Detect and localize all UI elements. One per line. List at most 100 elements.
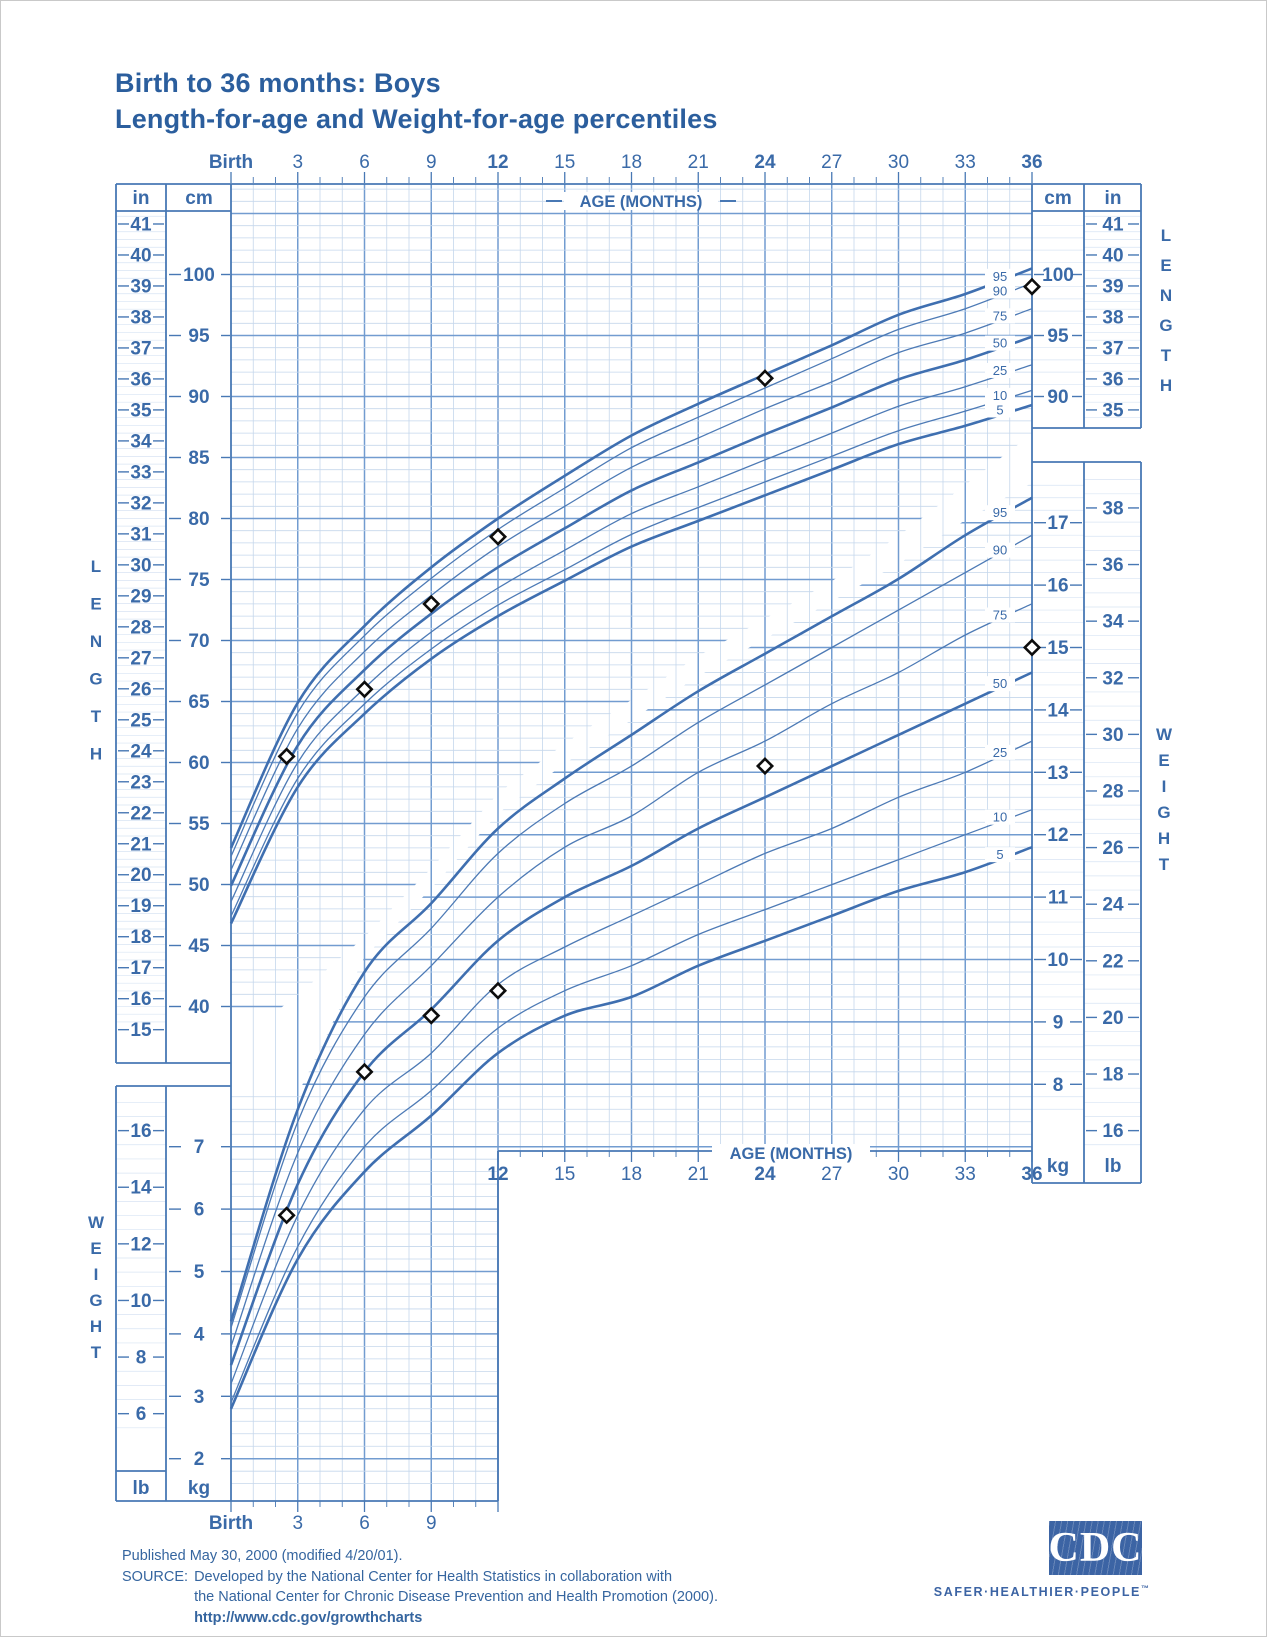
age-tick-label-bottom-right: 12	[487, 1164, 508, 1185]
age-tick-label-top: Birth	[209, 152, 253, 173]
age-tick-label-bottom-right: 27	[821, 1164, 842, 1185]
weight-lb-tick-right: 36	[1102, 555, 1123, 576]
pct-label-bg	[985, 268, 1015, 284]
length-in-tick-right: 38	[1102, 307, 1123, 328]
panel-borders	[115, 183, 1142, 1502]
weight-side-label-left: G	[89, 1291, 102, 1310]
length-cm-tick-left: 55	[188, 814, 210, 835]
weight-lb-tick-right: 38	[1102, 498, 1123, 519]
age-tick-label-top: 36	[1021, 152, 1042, 173]
age-axis-label-bottom: AGE (MONTHS)	[730, 1145, 853, 1163]
footer-source-line1: Developed by the National Center for Hea…	[194, 1568, 673, 1585]
weight-percentile-curve-50	[229, 671, 1033, 1366]
weight-lb-tick-left: 16	[130, 1121, 151, 1142]
patient-weight-point	[755, 757, 775, 776]
weight-kg-tick-right: 16	[1047, 576, 1068, 597]
weight-side-label-right: W	[1156, 725, 1173, 744]
weight-percentile-label-95: 95	[993, 505, 1007, 520]
length-percentile-label-50: 50	[993, 336, 1007, 351]
length-percentile-curve-90	[230, 282, 1033, 857]
pct-label-bg	[985, 283, 1015, 299]
weight-kg-tick-right: 12	[1047, 825, 1068, 846]
patient-length-point	[1022, 277, 1042, 296]
pct-label-bg	[985, 744, 1015, 760]
length-percentile-curve-10	[230, 389, 1033, 917]
length-percentile-curve-5	[229, 403, 1033, 925]
length-in-tick-left: 22	[130, 803, 151, 824]
pct-label-bg	[985, 308, 1015, 324]
weight-kg-tick-right: 13	[1047, 763, 1068, 784]
age-tick-label-bottom-left: 6	[359, 1513, 370, 1534]
age-tick-label-bottom-right: 33	[955, 1164, 976, 1185]
title-line-2: Length-for-age and Weight-for-age percen…	[115, 104, 718, 134]
length-cm-tick-right: 95	[1047, 326, 1069, 347]
patient-length-point	[277, 747, 296, 766]
weight-lb-tick-right: 22	[1102, 951, 1123, 972]
weight-kg-tick-left: 2	[194, 1449, 205, 1470]
patient-length-point	[355, 680, 374, 699]
cm-header-left: cm	[185, 188, 212, 209]
weight-kg-tick-left: 5	[194, 1262, 205, 1283]
weight-percentile-label-10: 10	[993, 810, 1007, 825]
length-in-tick-left: 30	[130, 555, 151, 576]
title-line-1: Birth to 36 months: Boys	[115, 68, 441, 98]
month-gridlines	[252, 184, 1011, 1501]
weight-lb-tick-right: 28	[1102, 781, 1123, 802]
cdc-tagline-tm: ™	[1141, 1584, 1149, 1593]
age-tick-label-top: 3	[292, 152, 303, 173]
age-tick-label-top: 6	[359, 152, 370, 173]
age-tick-label-top: 12	[487, 152, 508, 173]
pct-label-bg	[985, 505, 1015, 521]
weight-percentile-label-90: 90	[993, 543, 1007, 558]
age-tick-label-bottom-right: 18	[621, 1164, 642, 1185]
length-in-tick-left: 31	[130, 524, 152, 545]
pct-label-bg	[985, 387, 1015, 403]
weight-percentile-label-5: 5	[996, 847, 1003, 862]
age-tick-label-bottom-right: 30	[888, 1164, 909, 1185]
lb-header-right: lb	[1105, 1156, 1122, 1177]
length-side-label-left: G	[89, 670, 102, 689]
length-side-label-right: L	[1161, 226, 1171, 245]
length-percentile-curve-95	[229, 267, 1033, 849]
weight-lb-tick-left: 6	[136, 1404, 147, 1425]
length-in-tick-left: 19	[130, 896, 151, 917]
weight-side-label-right: T	[1159, 855, 1170, 874]
weight-kg-tick-right: 10	[1047, 950, 1068, 971]
cm-header-right: cm	[1044, 188, 1071, 209]
weight-percentile-curve-10	[230, 809, 1033, 1403]
weight-side-label-left: H	[90, 1317, 102, 1336]
cdc-tagline: SAFER·HEALTHIER·PEOPLE™	[889, 1584, 1149, 1599]
length-percentile-label-5: 5	[996, 402, 1003, 417]
length-in-tick-left: 33	[130, 462, 151, 483]
kg-header-left: kg	[188, 1478, 210, 1499]
weight-lb-tick-right: 34	[1102, 612, 1124, 633]
length-in-tick-left: 32	[130, 493, 151, 514]
age-tick-label-top: 24	[754, 152, 776, 173]
length-cm-tick-left: 45	[188, 936, 210, 957]
weight-lb-tick-right: 20	[1102, 1008, 1123, 1029]
length-cm-tick-left: 95	[188, 326, 210, 347]
length-in-tick-right: 35	[1102, 400, 1124, 421]
weight-lb-tick-left: 12	[130, 1234, 151, 1255]
pct-label-bg	[985, 809, 1015, 825]
footer-source-label: SOURCE:	[122, 1568, 189, 1585]
length-in-tick-left: 16	[130, 989, 151, 1010]
length-in-tick-left: 35	[130, 400, 152, 421]
patient-weight-point	[277, 1206, 296, 1225]
weight-lb-tick-left: 8	[136, 1348, 147, 1369]
weight-side-label-right: I	[1162, 777, 1167, 796]
patient-length-point	[488, 527, 508, 546]
cdc-tagline-text: SAFER·HEALTHIER·PEOPLE	[933, 1585, 1141, 1600]
age-tick-label-top: 21	[688, 152, 709, 173]
length-cm-tick-left: 90	[188, 387, 209, 408]
weight-side-label-left: T	[91, 1343, 102, 1362]
length-cm-tick-left: 50	[188, 875, 209, 896]
length-percentile-label-25: 25	[993, 363, 1007, 378]
length-percentile-curve-50	[229, 335, 1033, 887]
footer-source-url: http://www.cdc.gov/growthcharts	[194, 1609, 423, 1626]
length-in-tick-left: 40	[130, 245, 151, 266]
weight-kg-tick-right: 17	[1047, 513, 1068, 534]
age-tick-label-top: 33	[955, 152, 976, 173]
